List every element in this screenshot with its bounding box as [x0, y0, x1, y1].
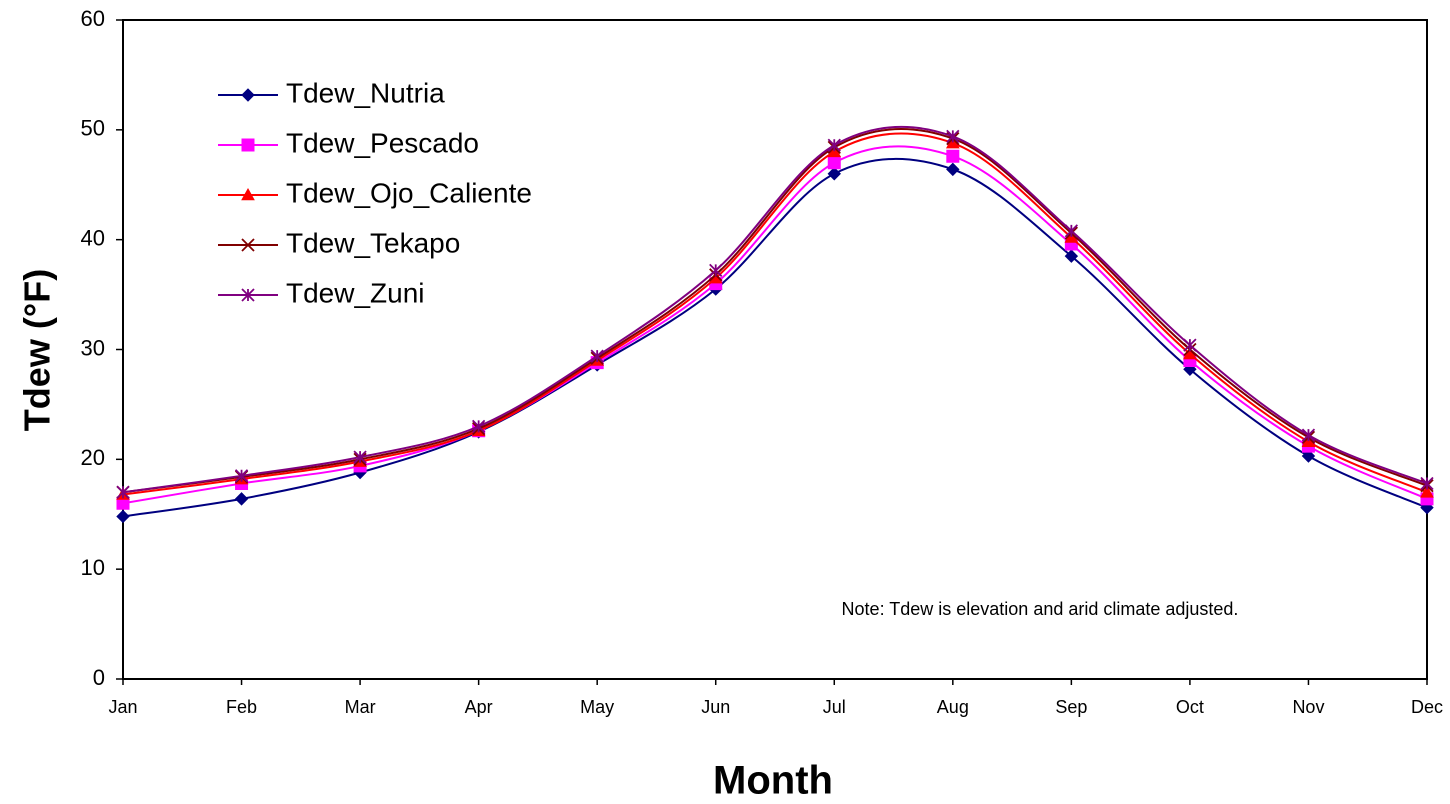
data-point	[827, 156, 841, 170]
data-point	[234, 492, 249, 506]
data-point	[1183, 338, 1197, 352]
x-axis-title: Month	[713, 759, 833, 803]
data-point	[1064, 224, 1078, 238]
data-point	[827, 167, 841, 181]
data-point	[709, 263, 723, 278]
data-point	[1064, 249, 1079, 263]
data-point	[1420, 485, 1434, 498]
legend-marker	[241, 138, 255, 152]
x-tick-label: Oct	[1176, 697, 1204, 717]
data-point	[234, 469, 249, 483]
legend-marker	[241, 187, 255, 201]
y-tick-label: 50	[81, 116, 105, 141]
data-point	[946, 129, 960, 144]
x-tick-label: Jan	[108, 697, 137, 717]
x-tick-label: Jun	[701, 697, 730, 717]
y-tick-label: 20	[81, 445, 105, 470]
x-tick-label: Nov	[1292, 697, 1324, 717]
series-line	[122, 157, 1428, 518]
data-point	[1420, 476, 1434, 491]
y-tick-label: 30	[81, 335, 105, 360]
y-tick-label: 10	[81, 555, 105, 580]
x-tick-label: Jul	[823, 697, 846, 717]
y-tick-label: 40	[81, 225, 105, 250]
legend-marker	[241, 288, 255, 302]
legend-label: Tdew_Nutria	[286, 77, 445, 108]
x-tick-label: Dec	[1411, 697, 1443, 717]
data-point	[1301, 449, 1316, 463]
legend-marker	[241, 88, 255, 102]
legend-label: Tdew_Pescado	[286, 127, 479, 158]
data-point	[590, 349, 604, 363]
x-tick-label: Aug	[937, 697, 969, 717]
legend-marker	[241, 238, 255, 252]
data-point	[946, 149, 960, 163]
y-tick-label: 60	[81, 6, 105, 31]
data-point	[827, 138, 841, 152]
data-point	[353, 450, 367, 464]
data-point	[116, 485, 130, 499]
note: Note: Tdew is elevation and arid climate…	[842, 599, 1239, 619]
data-point	[1301, 428, 1316, 442]
x-tick-label: Mar	[345, 697, 376, 717]
legend-label: Tdew_Tekapo	[286, 227, 460, 258]
x-tick-label: Feb	[226, 697, 257, 717]
data-point	[471, 419, 486, 434]
plot-frame	[122, 19, 1428, 680]
data-point	[116, 509, 130, 524]
data-point	[946, 162, 960, 177]
legend-label: Tdew_Ojo_Caliente	[286, 177, 532, 208]
y-axis-title: Tdew (°F)	[17, 269, 58, 431]
legend-label: Tdew_Zuni	[286, 277, 425, 308]
x-tick-label: Sep	[1055, 697, 1087, 717]
x-tick-label: Apr	[465, 697, 493, 717]
y-tick-label: 0	[93, 665, 105, 690]
x-tick-label: May	[580, 697, 614, 717]
